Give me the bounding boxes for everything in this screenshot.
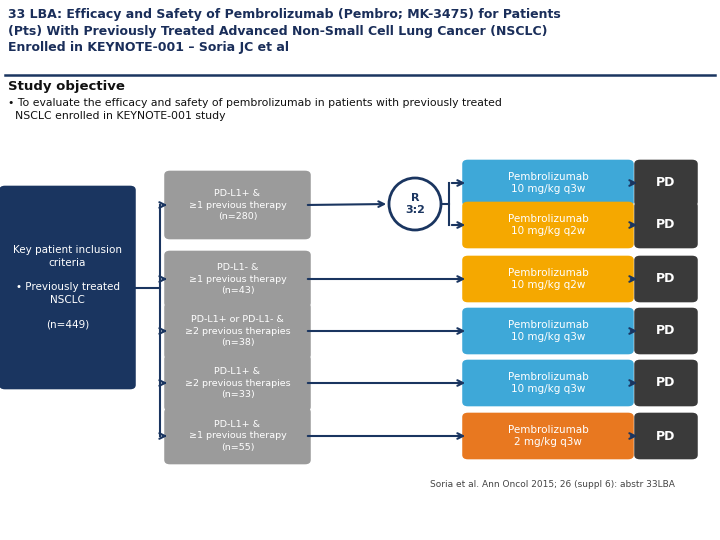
FancyBboxPatch shape bbox=[634, 308, 698, 354]
Text: PD-L1+ &
≥1 previous therapy
(n=55): PD-L1+ & ≥1 previous therapy (n=55) bbox=[189, 421, 287, 451]
Text: R
3:2: R 3:2 bbox=[405, 193, 425, 215]
Text: Pembrolizumab
10 mg/kg q3w: Pembrolizumab 10 mg/kg q3w bbox=[508, 320, 588, 342]
Text: PD: PD bbox=[657, 219, 675, 232]
Text: PD: PD bbox=[657, 429, 675, 442]
Text: PD: PD bbox=[657, 325, 675, 338]
FancyBboxPatch shape bbox=[164, 408, 311, 464]
FancyBboxPatch shape bbox=[164, 171, 311, 239]
Ellipse shape bbox=[389, 178, 441, 230]
FancyBboxPatch shape bbox=[462, 201, 634, 248]
Text: Study objective: Study objective bbox=[8, 80, 125, 93]
FancyBboxPatch shape bbox=[462, 308, 634, 354]
FancyBboxPatch shape bbox=[634, 360, 698, 406]
FancyBboxPatch shape bbox=[634, 160, 698, 206]
FancyBboxPatch shape bbox=[164, 303, 311, 359]
Text: Key patient inclusion
criteria

• Previously treated
NSCLC

(n=449): Key patient inclusion criteria • Previou… bbox=[13, 245, 122, 330]
FancyBboxPatch shape bbox=[462, 360, 634, 406]
Text: PD: PD bbox=[657, 376, 675, 389]
Text: PD: PD bbox=[657, 177, 675, 190]
Text: Soria et al. Ann Oncol 2015; 26 (suppl 6): abstr 33LBA: Soria et al. Ann Oncol 2015; 26 (suppl 6… bbox=[430, 480, 675, 489]
Text: Pembrolizumab
2 mg/kg q3w: Pembrolizumab 2 mg/kg q3w bbox=[508, 425, 588, 447]
FancyBboxPatch shape bbox=[164, 251, 311, 307]
Text: PD-L1+ &
≥1 previous therapy
(n=280): PD-L1+ & ≥1 previous therapy (n=280) bbox=[189, 190, 287, 221]
FancyBboxPatch shape bbox=[462, 255, 634, 302]
Text: Pembrolizumab
10 mg/kg q3w: Pembrolizumab 10 mg/kg q3w bbox=[508, 172, 588, 194]
FancyBboxPatch shape bbox=[462, 413, 634, 460]
FancyBboxPatch shape bbox=[0, 186, 136, 389]
Text: • To evaluate the efficacy and safety of pembrolizumab in patients with previous: • To evaluate the efficacy and safety of… bbox=[8, 98, 502, 121]
Text: Pembrolizumab
10 mg/kg q2w: Pembrolizumab 10 mg/kg q2w bbox=[508, 268, 588, 290]
FancyBboxPatch shape bbox=[164, 355, 311, 411]
FancyBboxPatch shape bbox=[634, 201, 698, 248]
Text: PD-L1+ &
≥2 previous therapies
(n=33): PD-L1+ & ≥2 previous therapies (n=33) bbox=[185, 367, 290, 399]
FancyBboxPatch shape bbox=[634, 255, 698, 302]
Text: PD: PD bbox=[657, 273, 675, 286]
Text: Pembrolizumab
10 mg/kg q3w: Pembrolizumab 10 mg/kg q3w bbox=[508, 372, 588, 394]
Text: PD-L1+ or PD-L1- &
≥2 previous therapies
(n=38): PD-L1+ or PD-L1- & ≥2 previous therapies… bbox=[185, 315, 290, 347]
Text: Pembrolizumab
10 mg/kg q2w: Pembrolizumab 10 mg/kg q2w bbox=[508, 214, 588, 236]
FancyBboxPatch shape bbox=[462, 160, 634, 206]
Text: 33 LBA: Efficacy and Safety of Pembrolizumab (Pembro; MK-3475) for Patients
(Pts: 33 LBA: Efficacy and Safety of Pembroliz… bbox=[8, 8, 561, 54]
FancyBboxPatch shape bbox=[634, 413, 698, 460]
Text: PD-L1- &
≥1 previous therapy
(n=43): PD-L1- & ≥1 previous therapy (n=43) bbox=[189, 264, 287, 295]
